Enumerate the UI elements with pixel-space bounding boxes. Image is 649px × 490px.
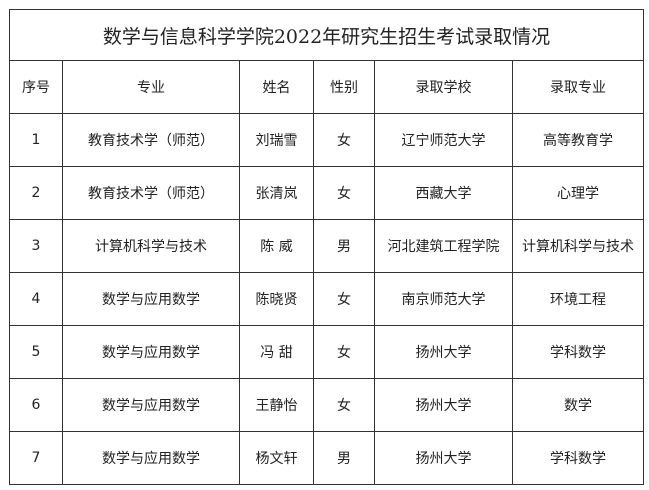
cell-index: 6: [9, 378, 63, 432]
table-row: 7 数学与应用数学 杨文轩男扬州大学 学科数学: [9, 431, 644, 485]
cell-index: 5: [9, 325, 63, 379]
cell-admitted-major: 高等教育学: [512, 113, 644, 167]
table-row: 4 数学与应用数学 陈晓贤女南京师范大学 环境工程: [9, 272, 644, 326]
cell-admitted-school: 西藏大学: [374, 166, 513, 220]
cell-gender: 女: [313, 272, 375, 326]
cell-major: 计算机科学与技术: [62, 219, 240, 273]
cell-major: 数学与应用数学: [62, 272, 240, 326]
cell-gender: 女: [313, 325, 375, 379]
table-row: 1 教育技术学（师范） 刘瑞雪女辽宁师范大学 高等教育学: [9, 113, 644, 167]
cell-major: 数学与应用数学: [62, 431, 240, 485]
table-row: 3 计算机科学与技术陈 威男河北建筑工程学院 计算机科学与技术: [9, 219, 644, 273]
admission-table: 数学与信息科学学院2022年研究生招生考试录取情况 序号 专业 姓名 性别 录取…: [9, 9, 644, 485]
cell-admitted-major: 学科数学: [512, 325, 644, 379]
cell-name: 陈晓贤: [239, 272, 314, 326]
cell-gender: 男: [313, 219, 375, 273]
header-index: 序号: [9, 60, 63, 114]
cell-name: 冯 甜: [239, 325, 314, 379]
cell-index: 4: [9, 272, 63, 326]
table-row: 5 数学与应用数学冯 甜女扬州大学 学科数学: [9, 325, 644, 379]
cell-major: 教育技术学（师范）: [62, 166, 240, 220]
header-name: 姓名: [239, 60, 314, 114]
header-major: 专业: [62, 60, 240, 114]
header-admitted-school: 录取学校: [374, 60, 513, 114]
cell-name: 刘瑞雪: [239, 113, 314, 167]
cell-admitted-major: 数学: [512, 378, 644, 432]
header-row: 序号 专业 姓名 性别 录取学校 录取专业: [9, 60, 644, 114]
cell-admitted-major: 环境工程: [512, 272, 644, 326]
cell-admitted-school: 辽宁师范大学: [374, 113, 513, 167]
cell-index: 2: [9, 166, 63, 220]
title-row: 数学与信息科学学院2022年研究生招生考试录取情况: [9, 9, 644, 61]
cell-name: 王静怡: [239, 378, 314, 432]
cell-admitted-school: 南京师范大学: [374, 272, 513, 326]
cell-name: 张清岚: [239, 166, 314, 220]
cell-gender: 女: [313, 113, 375, 167]
table-row: 6 数学与应用数学 王静怡女扬州大学 数学: [9, 378, 644, 432]
cell-name: 杨文轩: [239, 431, 314, 485]
cell-admitted-school: 河北建筑工程学院: [374, 219, 513, 273]
cell-gender: 女: [313, 166, 375, 220]
cell-admitted-school: 扬州大学: [374, 378, 513, 432]
cell-index: 7: [9, 431, 63, 485]
cell-admitted-major: 计算机科学与技术: [512, 219, 644, 273]
cell-gender: 男: [313, 431, 375, 485]
cell-admitted-major: 学科数学: [512, 431, 644, 485]
table-title: 数学与信息科学学院2022年研究生招生考试录取情况: [9, 9, 644, 61]
cell-admitted-major: 心理学: [512, 166, 644, 220]
table-row: 2 教育技术学（师范） 张清岚女西藏大学 心理学: [9, 166, 644, 220]
cell-major: 数学与应用数学: [62, 378, 240, 432]
header-admitted-major: 录取专业: [512, 60, 644, 114]
cell-index: 1: [9, 113, 63, 167]
cell-admitted-school: 扬州大学: [374, 431, 513, 485]
cell-admitted-school: 扬州大学: [374, 325, 513, 379]
cell-major: 教育技术学（师范）: [62, 113, 240, 167]
cell-name: 陈 威: [239, 219, 314, 273]
cell-gender: 女: [313, 378, 375, 432]
cell-major: 数学与应用数学: [62, 325, 240, 379]
header-gender: 性别: [313, 60, 375, 114]
cell-index: 3: [9, 219, 63, 273]
